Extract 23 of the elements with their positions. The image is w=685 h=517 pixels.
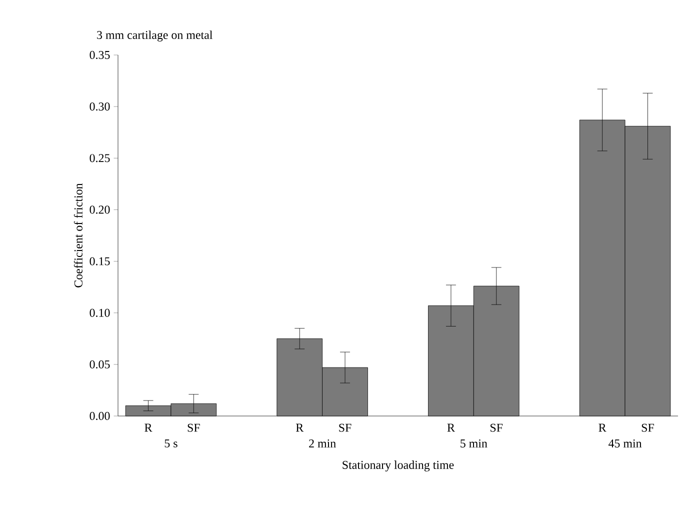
text: SF (490, 424, 503, 432)
text: R (598, 424, 606, 432)
series-label: SF (188, 424, 200, 432)
text: R (296, 424, 304, 432)
series-label: R (144, 424, 152, 432)
y-tick-label: 0.35 (90, 50, 110, 60)
y-tick-label: 0.15 (90, 257, 110, 266)
text: SF (339, 424, 352, 432)
x-tick-label: 45 min (608, 439, 642, 448)
x-tick-label: 2 min (309, 439, 336, 448)
y-tick-label: 0.25 (90, 154, 110, 162)
x-tick-label: 5 min (460, 439, 488, 448)
text: SF (642, 424, 654, 432)
y-tick-label: 0.10 (90, 308, 110, 317)
text: R (447, 424, 455, 432)
x-axis-title: Stationary loading time (342, 460, 454, 472)
y-tick-label: 0.20 (90, 206, 110, 214)
chart-title: 3 mm cartilage on metal (97, 30, 212, 42)
y-tick-label: 0.30 (90, 102, 110, 111)
x-tick-label: 5 s (164, 439, 178, 448)
y-tick-label: 0.05 (90, 360, 110, 368)
y-tick-label: 0.00 (90, 412, 110, 420)
y-axis-title: Coefficient of friction (74, 183, 82, 288)
